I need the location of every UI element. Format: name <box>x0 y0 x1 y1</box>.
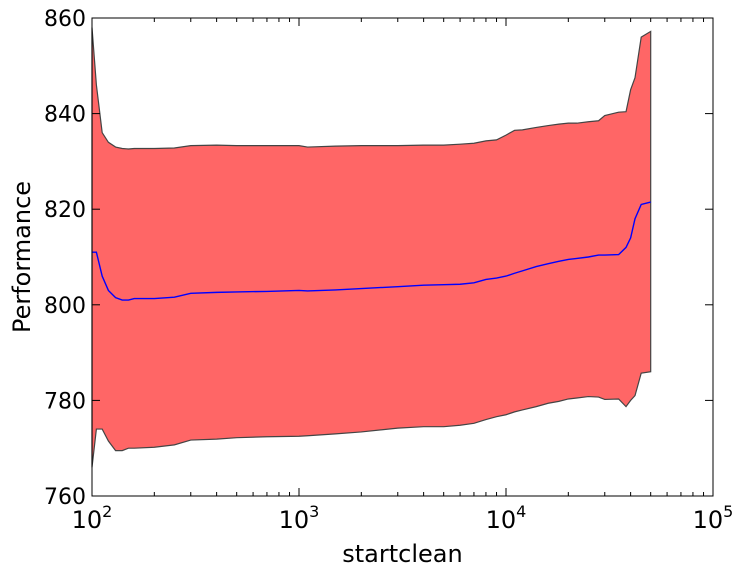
std-band <box>91 27 652 468</box>
x-tick-label: 103 <box>279 502 320 534</box>
y-tick-label: 760 <box>44 485 86 510</box>
plot-frame <box>91 17 714 497</box>
y-tick-label: 860 <box>44 7 86 32</box>
x-tick-label: 105 <box>693 502 734 534</box>
y-tick-label: 800 <box>44 294 86 319</box>
x-axis-label: startclean <box>342 540 462 568</box>
y-tick-label: 820 <box>44 198 86 223</box>
mean-line <box>92 201 651 301</box>
y-tick-label: 840 <box>44 103 86 128</box>
axis-ticks: 760 780 800 820 840 860 102 103 104 105 <box>44 7 733 534</box>
x-tick-label: 104 <box>486 502 527 534</box>
plot-area <box>91 27 652 468</box>
y-tick-label: 780 <box>44 389 86 414</box>
y-axis-label: Performance <box>8 181 36 333</box>
x-tick-label: 102 <box>72 502 113 534</box>
